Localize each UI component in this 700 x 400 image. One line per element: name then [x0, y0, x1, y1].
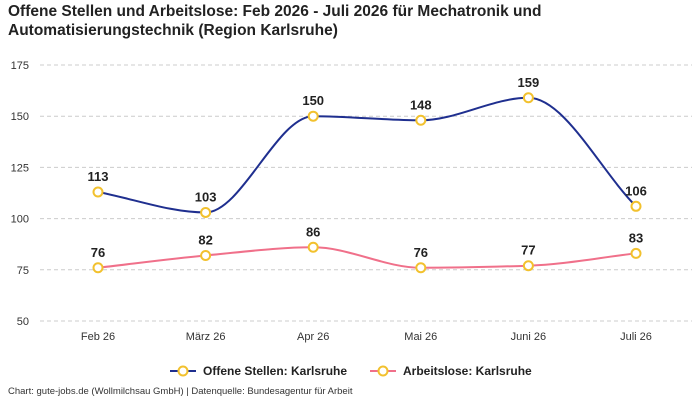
data-label: 77	[521, 243, 535, 258]
x-tick-label: Juni 26	[511, 331, 546, 343]
data-point	[200, 206, 212, 218]
x-tick-label: Juli 26	[620, 331, 652, 343]
data-point	[307, 110, 319, 122]
gridlines	[40, 64, 692, 322]
data-label: 103	[195, 189, 217, 204]
data-point	[92, 262, 104, 274]
series-markers	[92, 92, 642, 274]
y-tick-label: 75	[17, 265, 29, 277]
x-tick-label: Feb 26	[81, 331, 115, 343]
legend: Offene Stellen: Karlsruhe Arbeitslose: Ka…	[170, 364, 532, 378]
y-tick-label: 50	[17, 316, 29, 328]
legend-marker	[177, 365, 189, 377]
x-axis-ticks: Feb 26 März 26 Apr 26 Mai 26 Juni 26 Juli 26	[81, 331, 652, 343]
data-label: 113	[88, 169, 109, 184]
data-label: 83	[629, 230, 643, 245]
data-label: 76	[91, 245, 105, 260]
y-tick-label: 100	[11, 214, 29, 226]
data-labels: 113 103 150 148 159 106 76 82 86 76 77 83	[88, 75, 647, 260]
series-lines	[97, 96, 637, 269]
data-point	[92, 186, 104, 198]
legend-label: Offene Stellen: Karlsruhe	[203, 364, 347, 378]
legend-label: Arbeitslose: Karlsruhe	[403, 364, 532, 378]
series-line-0	[97, 96, 637, 214]
data-point	[200, 249, 212, 261]
x-tick-label: März 26	[186, 331, 226, 343]
data-point	[522, 260, 534, 272]
data-point	[307, 241, 319, 253]
y-axis-ticks: 50 75 100 125 150 175	[11, 60, 29, 328]
data-point	[415, 262, 427, 274]
y-tick-label: 150	[11, 111, 29, 123]
data-label: 150	[302, 93, 324, 108]
data-point	[415, 114, 427, 126]
source-note: Chart: gute-jobs.de (Wollmilchsau GmbH) …	[8, 386, 353, 397]
data-label: 86	[306, 224, 320, 239]
data-label: 76	[414, 245, 428, 260]
x-tick-label: Mai 26	[404, 331, 437, 343]
data-point	[630, 247, 642, 259]
data-label: 82	[198, 232, 212, 247]
y-tick-label: 175	[11, 60, 29, 72]
legend-marker	[377, 365, 389, 377]
data-point	[630, 200, 642, 212]
chart-title: Offene Stellen und Arbeitslose: Feb 2026…	[8, 3, 542, 39]
y-tick-label: 125	[11, 162, 29, 174]
data-point	[522, 92, 534, 104]
series-line-1	[97, 246, 637, 269]
data-label: 159	[518, 75, 540, 90]
data-label: 148	[410, 97, 432, 112]
data-label: 106	[625, 183, 647, 198]
x-tick-label: Apr 26	[297, 331, 329, 343]
